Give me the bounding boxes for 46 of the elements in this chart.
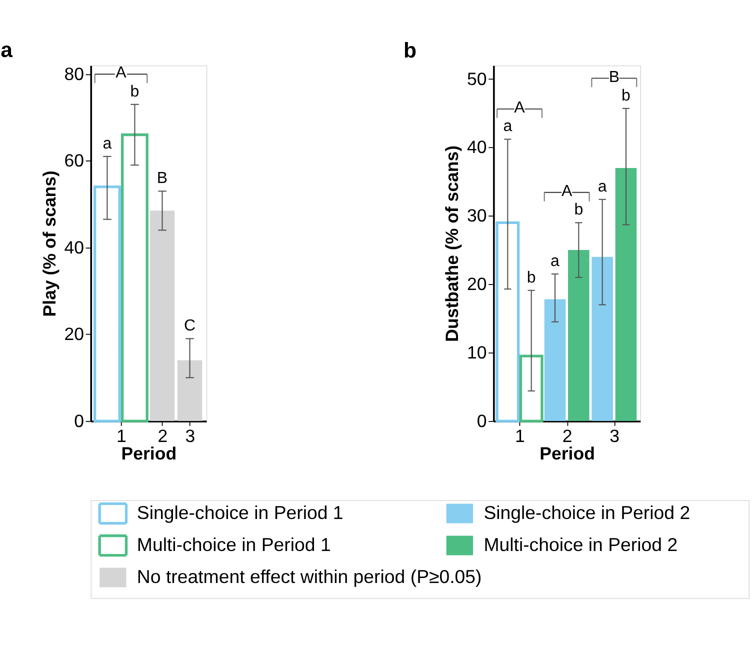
- bar: [568, 250, 590, 422]
- legend-label: Single-choice in Period 1: [136, 502, 344, 523]
- text: b: [526, 269, 536, 286]
- bar: [544, 299, 566, 422]
- annotation: A: [116, 64, 127, 82]
- y-axis-title: Play (% of scans): [39, 170, 60, 317]
- x-tick-label: 1: [116, 426, 126, 446]
- y-tick-label: 0: [476, 410, 487, 431]
- x-tick-label: 2: [158, 426, 168, 446]
- x-axis-title: Period: [121, 444, 177, 464]
- legend-label: Multi-choice in Period 1: [136, 534, 331, 555]
- annotation: a: [598, 178, 607, 196]
- legend-label: Multi-choice in Period 2: [484, 534, 678, 555]
- annotation: b: [574, 202, 584, 219]
- y-tick-label: 80: [64, 64, 84, 84]
- annotation: b: [130, 83, 140, 100]
- y-tick-label: 50: [467, 68, 487, 89]
- x-tick-label: 3: [610, 426, 620, 446]
- x-tick-label: 1: [515, 426, 526, 446]
- y-tick-label: 60: [64, 150, 84, 171]
- y-tick-label: 20: [467, 274, 487, 294]
- legend-label: Single-choice in Period 2: [484, 502, 690, 523]
- y-tick-label: 20: [64, 324, 84, 344]
- x-tick-label: 2: [562, 426, 572, 446]
- y-tick-label: 0: [74, 410, 84, 431]
- text: a: [102, 135, 112, 152]
- annotation: a: [550, 252, 560, 270]
- bar: [615, 168, 637, 422]
- annotation: B: [608, 68, 620, 86]
- annotation: A: [514, 100, 526, 117]
- annotation: A: [562, 183, 572, 200]
- x-tick-label: 3: [185, 426, 196, 446]
- x-axis-title: Period: [540, 444, 595, 464]
- legend-label: No treatment effect within period (P≥0.05): [136, 566, 482, 587]
- bar: [592, 256, 613, 422]
- y-axis-title: Dustbathe (% of scans): [442, 145, 462, 342]
- y-tick-label: 30: [467, 206, 487, 226]
- annotation: b: [622, 87, 631, 104]
- y-tick-label: 40: [467, 137, 487, 158]
- text: a: [0, 38, 13, 62]
- annotation: a: [503, 118, 512, 136]
- y-tick-label: 40: [64, 237, 84, 258]
- annotation: B: [156, 170, 168, 188]
- text: b: [403, 38, 416, 62]
- y-tick-label: 10: [467, 342, 487, 362]
- annotation: C: [184, 318, 196, 335]
